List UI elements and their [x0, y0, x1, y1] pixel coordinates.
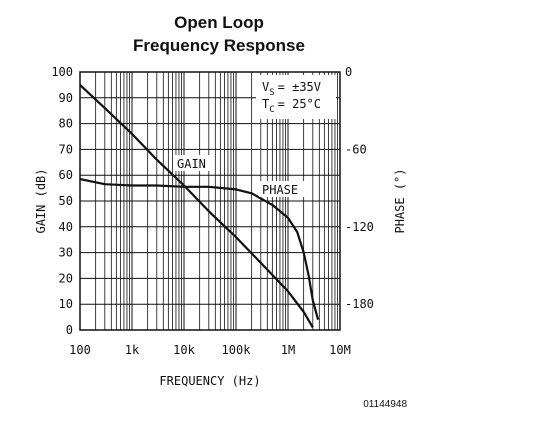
left-y-tick-label: 40	[59, 220, 73, 234]
right-y-tick-label: 0	[345, 65, 352, 79]
x-tick-label: 100k	[222, 343, 252, 357]
left-y-tick-label: 0	[66, 323, 73, 337]
right-y-tick-label: -180	[345, 297, 374, 311]
x-tick-label: 10M	[329, 343, 351, 357]
tc-annotation: TC = 25°C	[262, 97, 321, 115]
minor-gridlines	[95, 72, 339, 330]
left-y-axis-label: GAIN (dB)	[34, 168, 48, 233]
x-tick-label: 100	[69, 343, 91, 357]
left-y-tick-label: 60	[59, 168, 73, 182]
left-y-tick-label: 10	[59, 297, 73, 311]
series-layer	[79, 84, 320, 328]
left-y-tick-label: 20	[59, 271, 73, 285]
chart-title-line1: Open Loop	[174, 13, 264, 32]
x-tick-labels: 100 1k 10k 100k 1M 10M	[69, 343, 351, 357]
right-y-axis-label: PHASE (°)	[393, 168, 407, 233]
left-y-tick-label: 50	[59, 194, 73, 208]
right-y-tick-labels: 0 -60 -120 -180	[345, 65, 374, 311]
plot-frame	[79, 71, 341, 331]
x-tick-label: 1k	[125, 343, 140, 357]
conditions-box	[256, 75, 336, 119]
chart-title-line2: Frequency Response	[133, 36, 305, 55]
series-line-gain	[79, 84, 314, 328]
x-tick-label: 10k	[173, 343, 195, 357]
left-y-tick-label: 100	[51, 65, 73, 79]
x-tick-label: 1M	[281, 343, 295, 357]
gain-label-bg	[175, 155, 211, 171]
phase-label-bg	[259, 181, 307, 197]
right-y-tick-label: -60	[345, 142, 367, 156]
right-y-tick-label: -120	[345, 220, 374, 234]
left-y-tick-label: 90	[59, 91, 73, 105]
x-axis-label: FREQUENCY (Hz)	[159, 374, 260, 388]
phase-series-label: PHASE	[262, 183, 298, 197]
left-y-tick-label: 70	[59, 142, 73, 156]
figure-code: 01144948	[363, 399, 407, 410]
gain-series-label: GAIN	[177, 157, 206, 171]
vs-annotation: VS = ±35V	[262, 80, 321, 98]
left-y-tick-label: 80	[59, 117, 73, 131]
series-line-phase	[79, 178, 320, 320]
left-y-tick-labels: 0 10 20 30 40 50 60 70 80 90 100	[51, 65, 73, 337]
left-y-tick-label: 30	[59, 246, 73, 260]
